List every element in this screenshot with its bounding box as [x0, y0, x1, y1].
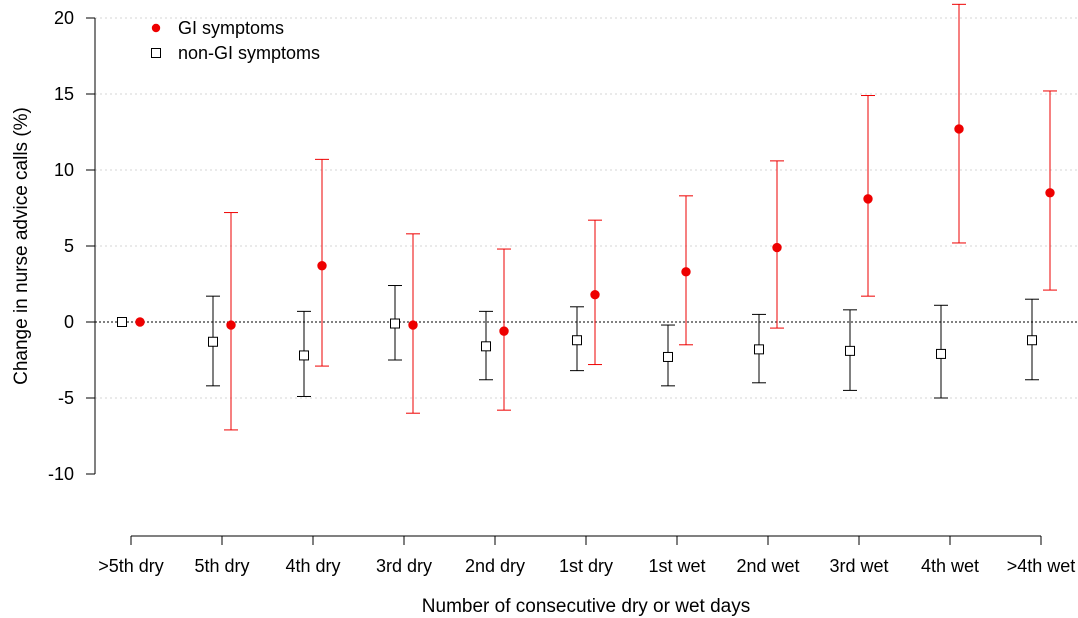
y-axis: -10 -5 0 5 10 15 20 [48, 8, 96, 484]
y-tick-label: 5 [64, 236, 74, 256]
error-bar [952, 3, 966, 244]
x-tick-label: 2nd dry [465, 556, 525, 576]
data-point [754, 344, 764, 355]
data-point [681, 267, 691, 277]
y-tick-label: 10 [54, 160, 74, 180]
grid-lines [95, 17, 1078, 399]
data-point [590, 289, 600, 300]
x-tick-label: >4th wet [1007, 556, 1076, 576]
x-tick-label: >5th dry [98, 556, 164, 576]
x-tick-label: 4th dry [285, 556, 340, 576]
data-point [408, 320, 418, 330]
series [117, 3, 1057, 431]
data-point [772, 242, 782, 253]
data-point [226, 320, 236, 330]
data-point [954, 124, 964, 134]
data-point [135, 317, 145, 327]
data-point [299, 350, 309, 361]
x-tick-label: 2nd wet [736, 556, 799, 576]
x-tick-label: 1st wet [648, 556, 705, 576]
series-gi-symptoms [135, 3, 1057, 431]
y-tick-label: 20 [54, 8, 74, 28]
legend-label: non-GI symptoms [178, 43, 320, 63]
data-point [208, 336, 218, 347]
x-tick-label: 1st dry [559, 556, 613, 576]
data-point [572, 335, 582, 346]
legend-item: GI symptoms [151, 18, 284, 38]
data-point [317, 261, 327, 271]
legend-item: non-GI symptoms [151, 43, 320, 63]
y-axis-title: Change in nurse advice calls (%) [11, 107, 32, 385]
legend-marker [151, 23, 161, 33]
x-axis: >5th dry 5th dry 4th dry 3rd dry 2nd dry 1st … [98, 535, 1076, 576]
data-point [863, 194, 873, 204]
data-point [663, 351, 673, 362]
data-point [481, 341, 491, 352]
x-axis-title: Number of consecutive dry or wet days [422, 596, 750, 617]
x-tick-label: 5th dry [194, 556, 249, 576]
legend: GI symptoms non-GI symptoms [151, 18, 320, 63]
data-point [1027, 335, 1037, 346]
data-point [499, 326, 509, 336]
y-tick-label: -10 [48, 464, 74, 484]
legend-marker [151, 48, 161, 58]
x-tick-label: 3rd dry [376, 556, 432, 576]
x-tick-label: 4th wet [921, 556, 979, 576]
data-point [390, 318, 400, 329]
y-tick-label: 0 [64, 312, 74, 332]
series-non-gi-symptoms [117, 285, 1039, 399]
data-point [845, 345, 855, 356]
data-point [936, 348, 946, 359]
legend-label: GI symptoms [178, 18, 284, 38]
x-tick-label: 3rd wet [829, 556, 888, 576]
data-point [1045, 188, 1055, 198]
data-point [117, 317, 127, 327]
y-tick-label: -5 [58, 388, 74, 408]
y-tick-label: 15 [54, 84, 74, 104]
